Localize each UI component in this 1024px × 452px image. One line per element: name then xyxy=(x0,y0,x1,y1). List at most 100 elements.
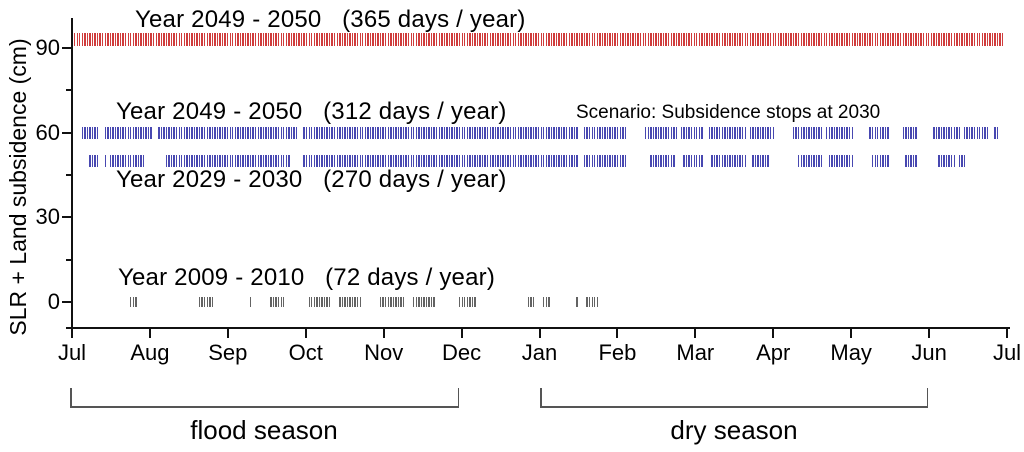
rug-tick xyxy=(810,154,813,167)
rug-tick xyxy=(596,126,599,139)
rug-tick xyxy=(451,154,453,167)
rug-tick xyxy=(316,154,318,167)
rug-tick xyxy=(555,154,558,167)
flood-season-bracket-left-end xyxy=(70,388,72,407)
rug-tick xyxy=(994,126,996,139)
rug-tick xyxy=(344,126,346,139)
rug-tick xyxy=(951,33,953,47)
rug-tick xyxy=(270,126,272,139)
rug-tick xyxy=(984,126,986,139)
rug-tick xyxy=(425,33,428,47)
rug-tick xyxy=(588,33,591,47)
rug-tick xyxy=(140,126,142,139)
rug-tick xyxy=(866,33,869,47)
rug-tick xyxy=(257,126,259,139)
rug-tick xyxy=(563,154,565,167)
rug-tick xyxy=(815,154,818,167)
rug-tick xyxy=(698,154,700,167)
rug-tick xyxy=(928,33,930,47)
rug-tick xyxy=(576,154,578,167)
rug-tick xyxy=(634,33,637,47)
rug-tick xyxy=(976,126,978,139)
rug-tick xyxy=(568,33,570,47)
rug-tick xyxy=(502,154,504,167)
rug-tick xyxy=(74,33,76,47)
rug-tick xyxy=(446,33,448,47)
rug-tick xyxy=(102,33,104,47)
rug-tick xyxy=(703,33,706,47)
rug-tick xyxy=(545,33,548,47)
rug-tick xyxy=(622,126,624,139)
rug-tick xyxy=(838,126,841,139)
rug-tick xyxy=(224,126,226,139)
rug-tick xyxy=(135,126,137,139)
rug-tick xyxy=(170,33,173,47)
rug-tick xyxy=(981,33,983,47)
rug-tick xyxy=(168,154,170,167)
rug-tick xyxy=(571,154,573,167)
rug-tick xyxy=(441,154,443,167)
rug-tick xyxy=(420,154,423,167)
rug-tick xyxy=(971,126,973,139)
rug-tick xyxy=(405,126,407,139)
rug-tick xyxy=(341,126,344,139)
rug-tick xyxy=(594,297,596,307)
rug-tick xyxy=(698,126,700,139)
rug-tick xyxy=(833,154,836,167)
rug-tick xyxy=(688,154,690,167)
rug-tick xyxy=(905,154,907,167)
rug-tick xyxy=(935,33,938,47)
rug-tick xyxy=(265,154,267,167)
rug-tick xyxy=(186,126,188,139)
rug-tick xyxy=(181,126,183,139)
rug-tick xyxy=(415,126,418,139)
rug-tick xyxy=(583,154,586,167)
rug-tick xyxy=(540,33,542,47)
rug-tick xyxy=(803,33,805,47)
rug-tick xyxy=(96,33,99,47)
rug-tick xyxy=(242,33,244,47)
rug-tick xyxy=(308,126,310,139)
rug-tick xyxy=(492,126,494,139)
rug-tick xyxy=(731,126,734,139)
rug-tick xyxy=(216,154,219,167)
rug-tick xyxy=(193,126,196,139)
rug-tick xyxy=(820,33,823,47)
rug-tick xyxy=(247,126,249,139)
rug-tick xyxy=(354,297,356,307)
rug-tick xyxy=(492,33,494,47)
rug-tick xyxy=(308,33,310,47)
rug-tick xyxy=(724,33,726,47)
rug-tick xyxy=(150,33,152,47)
rug-tick xyxy=(461,154,463,167)
rug-tick xyxy=(400,297,402,307)
rug-tick xyxy=(142,126,145,139)
rug-tick xyxy=(387,297,389,307)
rug-tick xyxy=(968,33,971,47)
rug-tick xyxy=(800,154,802,167)
rug-tick xyxy=(127,33,129,47)
rug-tick xyxy=(586,297,588,307)
rug-tick xyxy=(336,154,338,167)
rug-tick xyxy=(283,126,285,139)
rug-tick xyxy=(675,126,678,139)
rug-tick xyxy=(130,154,132,167)
x-axis-month-tick xyxy=(694,329,697,338)
rug-tick xyxy=(535,126,537,139)
rug-tick xyxy=(280,297,282,307)
rug-tick xyxy=(920,33,922,47)
rug-tick xyxy=(509,126,512,139)
rug-tick xyxy=(474,126,476,139)
x-axis-month-tick xyxy=(148,329,151,338)
rug-tick xyxy=(464,126,466,139)
rug-tick xyxy=(734,154,736,167)
rug-tick xyxy=(331,154,333,167)
x-axis-month-tick xyxy=(460,329,463,338)
rug-tick xyxy=(221,126,224,139)
rug-tick xyxy=(810,33,813,47)
rug-tick xyxy=(430,297,433,307)
y-axis-line xyxy=(71,18,73,329)
rug-tick xyxy=(726,126,729,139)
rug-tick xyxy=(285,33,287,47)
rug-tick xyxy=(436,154,438,167)
